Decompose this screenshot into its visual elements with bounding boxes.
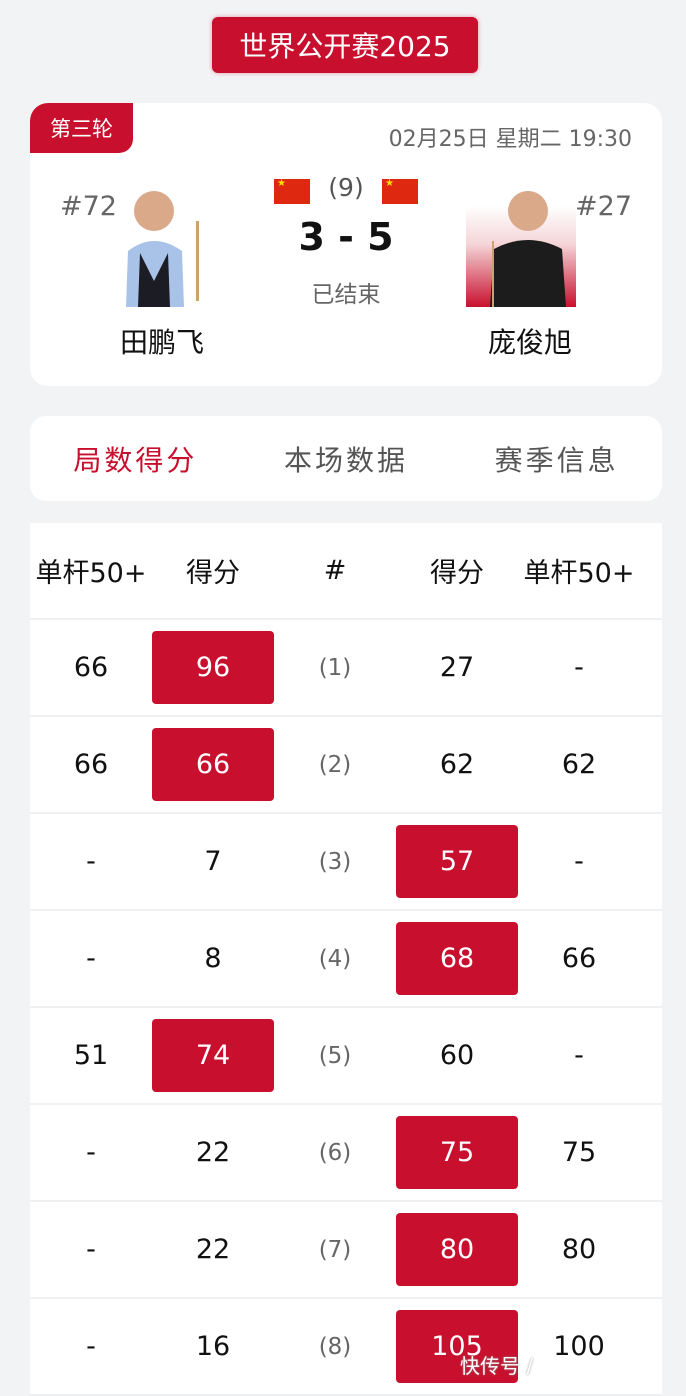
right-player-rank: #27 xyxy=(575,191,632,222)
tab-season-info[interactable]: 赛季信息 xyxy=(494,443,619,477)
left-player-name[interactable]: 田鹏飞 xyxy=(119,326,204,359)
left-china-flag-icon xyxy=(274,178,310,204)
table-row: - 22 (6) 75 75 xyxy=(30,1105,662,1202)
right-score: 60 xyxy=(439,1040,475,1071)
left-player-rank: #72 xyxy=(60,191,117,222)
frame-number: (8) xyxy=(318,1333,352,1360)
header-right-score: 得分 xyxy=(430,558,484,589)
table-row: 51 74 (5) 60 - xyxy=(30,1008,662,1105)
left-breaks: - xyxy=(86,846,96,877)
right-breaks: 75 xyxy=(561,1137,597,1168)
right-score: 68 xyxy=(396,922,518,995)
right-china-flag-icon xyxy=(382,178,418,204)
right-player-photo[interactable] xyxy=(466,181,576,307)
right-breaks: 66 xyxy=(561,943,597,974)
left-score: 7 xyxy=(204,846,222,877)
left-score: 22 xyxy=(195,1137,231,1168)
match-status: 已结束 xyxy=(311,282,381,308)
left-breaks: 51 xyxy=(73,1040,109,1071)
tab-bar: 局数得分 本场数据 赛季信息 xyxy=(30,416,662,501)
right-score: 80 xyxy=(396,1213,518,1286)
left-score: 22 xyxy=(195,1234,231,1265)
left-score: 96 xyxy=(152,631,274,704)
tab-frame-scores[interactable]: 局数得分 xyxy=(73,443,198,477)
right-breaks: 80 xyxy=(561,1234,597,1265)
table-row: - 16 (8) 105 100 xyxy=(30,1299,662,1396)
frame-number: (1) xyxy=(318,654,352,681)
right-score: 27 xyxy=(439,652,475,683)
left-breaks: - xyxy=(86,943,96,974)
match-datetime: 02月25日 星期二 19:30 xyxy=(388,127,632,152)
left-breaks: 66 xyxy=(73,749,109,780)
right-score: 75 xyxy=(396,1116,518,1189)
right-score: 62 xyxy=(439,749,475,780)
left-breaks: 66 xyxy=(73,652,109,683)
header-right-breaks: 单杆50+ xyxy=(523,558,635,589)
right-player-name[interactable]: 庞俊旭 xyxy=(487,326,572,359)
right-breaks: - xyxy=(574,1040,584,1071)
best-of-frames: (9) xyxy=(328,173,364,202)
left-score: 74 xyxy=(152,1019,274,1092)
tournament-title: 世界公开赛2025 xyxy=(212,17,478,73)
frame-number: (6) xyxy=(318,1139,352,1166)
left-score: 16 xyxy=(195,1331,231,1362)
left-player-photo[interactable] xyxy=(106,181,216,307)
left-breaks: - xyxy=(86,1137,96,1168)
right-score: 105 xyxy=(396,1310,518,1383)
table-row: - 8 (4) 68 66 xyxy=(30,911,662,1008)
round-badge: 第三轮 xyxy=(30,103,133,153)
header-left-score: 得分 xyxy=(186,558,240,589)
match-score: 3 - 5 xyxy=(298,215,394,259)
right-breaks: - xyxy=(574,652,584,683)
table-row: 66 96 (1) 27 - xyxy=(30,620,662,717)
header-left-breaks: 单杆50+ xyxy=(35,558,147,589)
left-breaks: - xyxy=(86,1331,96,1362)
right-breaks: - xyxy=(574,846,584,877)
header-frame: # xyxy=(323,555,347,586)
left-score: 66 xyxy=(152,728,274,801)
tab-match-stats[interactable]: 本场数据 xyxy=(283,443,408,477)
left-score: 8 xyxy=(204,943,222,974)
frame-scores-table: 单杆50+ 得分 # 得分 单杆50+ 66 96 (1) 27-66 66 (2) 62 6… xyxy=(30,523,662,1396)
frame-number: (2) xyxy=(318,751,352,778)
right-score: 57 xyxy=(396,825,518,898)
right-breaks: 100 xyxy=(553,1331,605,1362)
table-row: 66 66 (2) 62 62 xyxy=(30,717,662,814)
frame-number: (3) xyxy=(318,848,352,875)
right-breaks: 62 xyxy=(561,749,597,780)
watermark: 快传号 / xyxy=(460,1354,534,1378)
table-header: 单杆50+ 得分 # 得分 单杆50+ xyxy=(30,523,662,620)
table-row: - 7 (3) 57 - xyxy=(30,814,662,911)
frame-number: (7) xyxy=(318,1236,352,1263)
left-breaks: - xyxy=(86,1234,96,1265)
frame-number: (4) xyxy=(318,945,352,972)
match-card: 第三轮 02月25日 星期二 19:30 #72 田鹏飞 (9) 3 - 5 已… xyxy=(30,103,662,386)
table-row: - 22 (7) 80 80 xyxy=(30,1202,662,1299)
frame-number: (5) xyxy=(318,1042,352,1069)
